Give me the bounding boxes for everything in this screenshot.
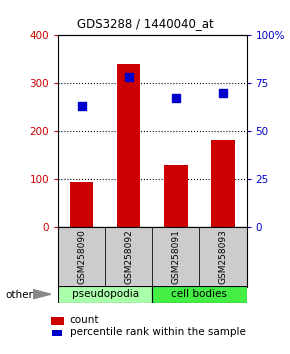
Polygon shape <box>33 290 51 299</box>
Bar <box>164 165 188 227</box>
Bar <box>58 286 152 303</box>
Bar <box>211 139 235 227</box>
Text: GSM258091: GSM258091 <box>171 229 180 284</box>
Text: GSM258090: GSM258090 <box>77 229 86 284</box>
Text: pseudopodia: pseudopodia <box>72 289 139 299</box>
Text: count: count <box>70 315 99 325</box>
Bar <box>152 286 246 303</box>
Point <box>126 75 131 80</box>
Text: GDS3288 / 1440040_at: GDS3288 / 1440040_at <box>77 17 213 30</box>
Text: GSM258092: GSM258092 <box>124 229 133 284</box>
Bar <box>117 64 140 227</box>
Point <box>173 96 178 101</box>
Text: other: other <box>6 290 34 299</box>
Bar <box>105 227 152 287</box>
Bar <box>200 227 246 287</box>
Bar <box>152 227 200 287</box>
Point <box>221 90 225 96</box>
Text: GSM258093: GSM258093 <box>218 229 227 284</box>
Text: percentile rank within the sample: percentile rank within the sample <box>70 327 245 337</box>
Point <box>79 103 84 109</box>
Text: cell bodies: cell bodies <box>171 289 227 299</box>
Bar <box>70 182 93 227</box>
Bar <box>58 227 105 287</box>
